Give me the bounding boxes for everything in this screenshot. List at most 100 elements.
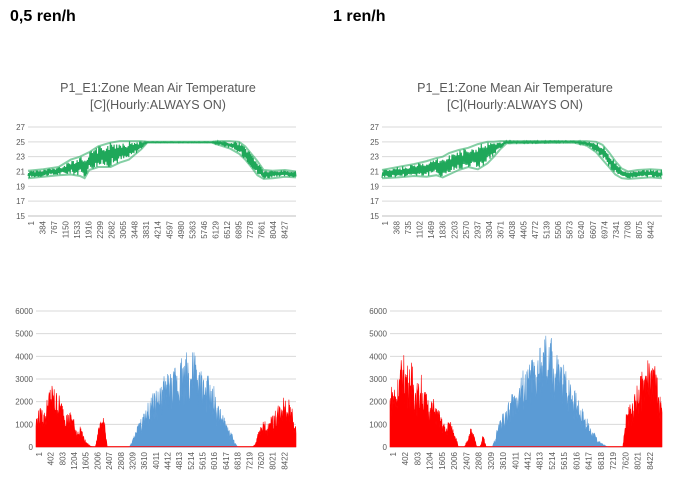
x-tick-label: 6895 [234,220,243,238]
x-tick-label: 4412 [524,451,533,469]
y-tick-label: 21 [370,168,379,177]
y-tick-label: 23 [370,153,379,162]
x-tick-label: 8044 [269,220,278,238]
temp-left-title-line2: [C](Hourly:ALWAYS ON) [90,98,226,112]
x-tick-label: 803 [413,451,422,465]
y-tick-label: 1000 [15,420,33,429]
x-tick-label: 368 [393,220,402,234]
x-tick-label: 6974 [600,220,609,238]
x-tick-label: 3610 [140,451,149,469]
x-tick-label: 6818 [234,451,243,469]
temp-left-title: P1_E1:Zone Mean Air Temperature [C](Hour… [28,80,288,114]
x-tick-label: 402 [47,451,56,465]
y-tick-label: 1000 [369,420,387,429]
x-tick-label: 6240 [577,220,586,238]
x-tick-label: 2407 [462,451,471,469]
cooling-load-area [491,335,609,448]
temp-right-title: P1_E1:Zone Mean Air Temperature [C](Hour… [385,80,645,114]
x-tick-label: 2407 [105,451,114,469]
x-tick-label: 7708 [623,220,632,238]
x-tick-label: 4813 [175,451,184,469]
x-tick-label: 3610 [499,451,508,469]
x-tick-label: 6016 [572,451,581,469]
x-tick-label: 4772 [531,220,540,238]
y-tick-label: 27 [16,123,25,132]
load-left-chart: 6000 5000 4000 3000 2000 1000 01 402 803 1204 1605… [15,307,297,470]
x-tick-label: 1605 [438,451,447,469]
x-tick-label: 2682 [108,220,117,238]
x-tick-label: 6607 [589,220,598,238]
x-tick-label: 4011 [152,451,161,469]
x-tick-label: 8021 [634,451,643,469]
x-tick-label: 3065 [119,220,128,238]
x-tick-label: 402 [401,451,410,465]
x-tick-label: 1916 [85,220,94,238]
x-tick-label: 7620 [621,451,630,469]
x-tick-label: 3831 [142,220,151,238]
x-tick-label: 5615 [199,451,208,469]
x-tick-label: 6417 [585,451,594,469]
x-tick-label: 3304 [485,220,494,238]
x-tick-label: 1533 [73,220,82,238]
x-tick-label: 2937 [473,220,482,238]
heading-left: 0,5 ren/h [10,8,76,25]
x-tick-label: 1204 [426,451,435,469]
x-tick-label: 8442 [646,220,655,238]
y-tick-label: 23 [16,153,25,162]
temperature-envelope-high [381,140,663,173]
x-tick-label: 8422 [646,451,655,469]
x-tick-label: 5214 [187,451,196,469]
temperature-envelope-low [381,141,663,180]
x-tick-label: 7219 [245,451,254,469]
temp-left-chart: 27 25 23 21 19 17 151 384 767 1150 1533 1916 2299 268… [16,123,297,239]
x-tick-label: 6512 [223,220,232,238]
x-tick-label: 2808 [475,451,484,469]
x-tick-label: 7661 [257,220,266,238]
temp-right-title-line1: P1_E1:Zone Mean Air Temperature [417,81,613,95]
x-tick-label: 2570 [462,220,471,238]
y-tick-label: 0 [29,443,34,452]
x-tick-label: 1 [35,451,44,456]
x-tick-label: 7219 [609,451,618,469]
x-tick-label: 4038 [508,220,517,238]
heading-right: 1 ren/h [333,8,386,25]
y-tick-label: 17 [370,197,379,206]
x-tick-label: 4980 [177,220,186,238]
x-tick-label: 803 [58,451,67,465]
x-tick-label: 5746 [200,220,209,238]
x-tick-label: 8075 [635,220,644,238]
x-tick-label: 5615 [560,451,569,469]
x-tick-label: 7278 [246,220,255,238]
x-tick-label: 1204 [70,451,79,469]
temp-left-title-line1: P1_E1:Zone Mean Air Temperature [60,81,256,95]
y-tick-label: 6000 [369,307,387,316]
x-tick-label: 7620 [257,451,266,469]
y-tick-label: 25 [370,138,379,147]
x-tick-label: 5139 [543,220,552,238]
y-tick-label: 25 [16,138,25,147]
temp-right-chart: 27 25 23 21 19 17 151 368 735 1102 1469 1836 2203 257… [370,123,663,239]
temperature-envelope-low [27,141,297,180]
y-tick-label: 4000 [15,352,33,361]
y-tick-label: 6000 [15,307,33,316]
y-tick-label: 19 [370,182,379,191]
temperature-series-line [381,139,663,179]
x-tick-label: 6818 [597,451,606,469]
x-tick-label: 1150 [62,220,71,238]
x-tick-label: 4214 [154,220,163,238]
x-tick-label: 6016 [210,451,219,469]
y-tick-label: 4000 [369,352,387,361]
y-tick-label: 3000 [15,375,33,384]
y-tick-label: 3000 [369,375,387,384]
x-tick-label: 5363 [188,220,197,238]
x-tick-label: 735 [404,220,413,234]
x-tick-label: 4813 [536,451,545,469]
x-tick-label: 8427 [280,220,289,238]
x-tick-label: 4412 [164,451,173,469]
x-tick-label: 4597 [165,220,174,238]
x-tick-label: 5873 [566,220,575,238]
x-tick-label: 4405 [520,220,529,238]
x-tick-label: 3448 [131,220,140,238]
temperature-envelope-high [27,140,297,173]
x-tick-label: 2299 [96,220,105,238]
